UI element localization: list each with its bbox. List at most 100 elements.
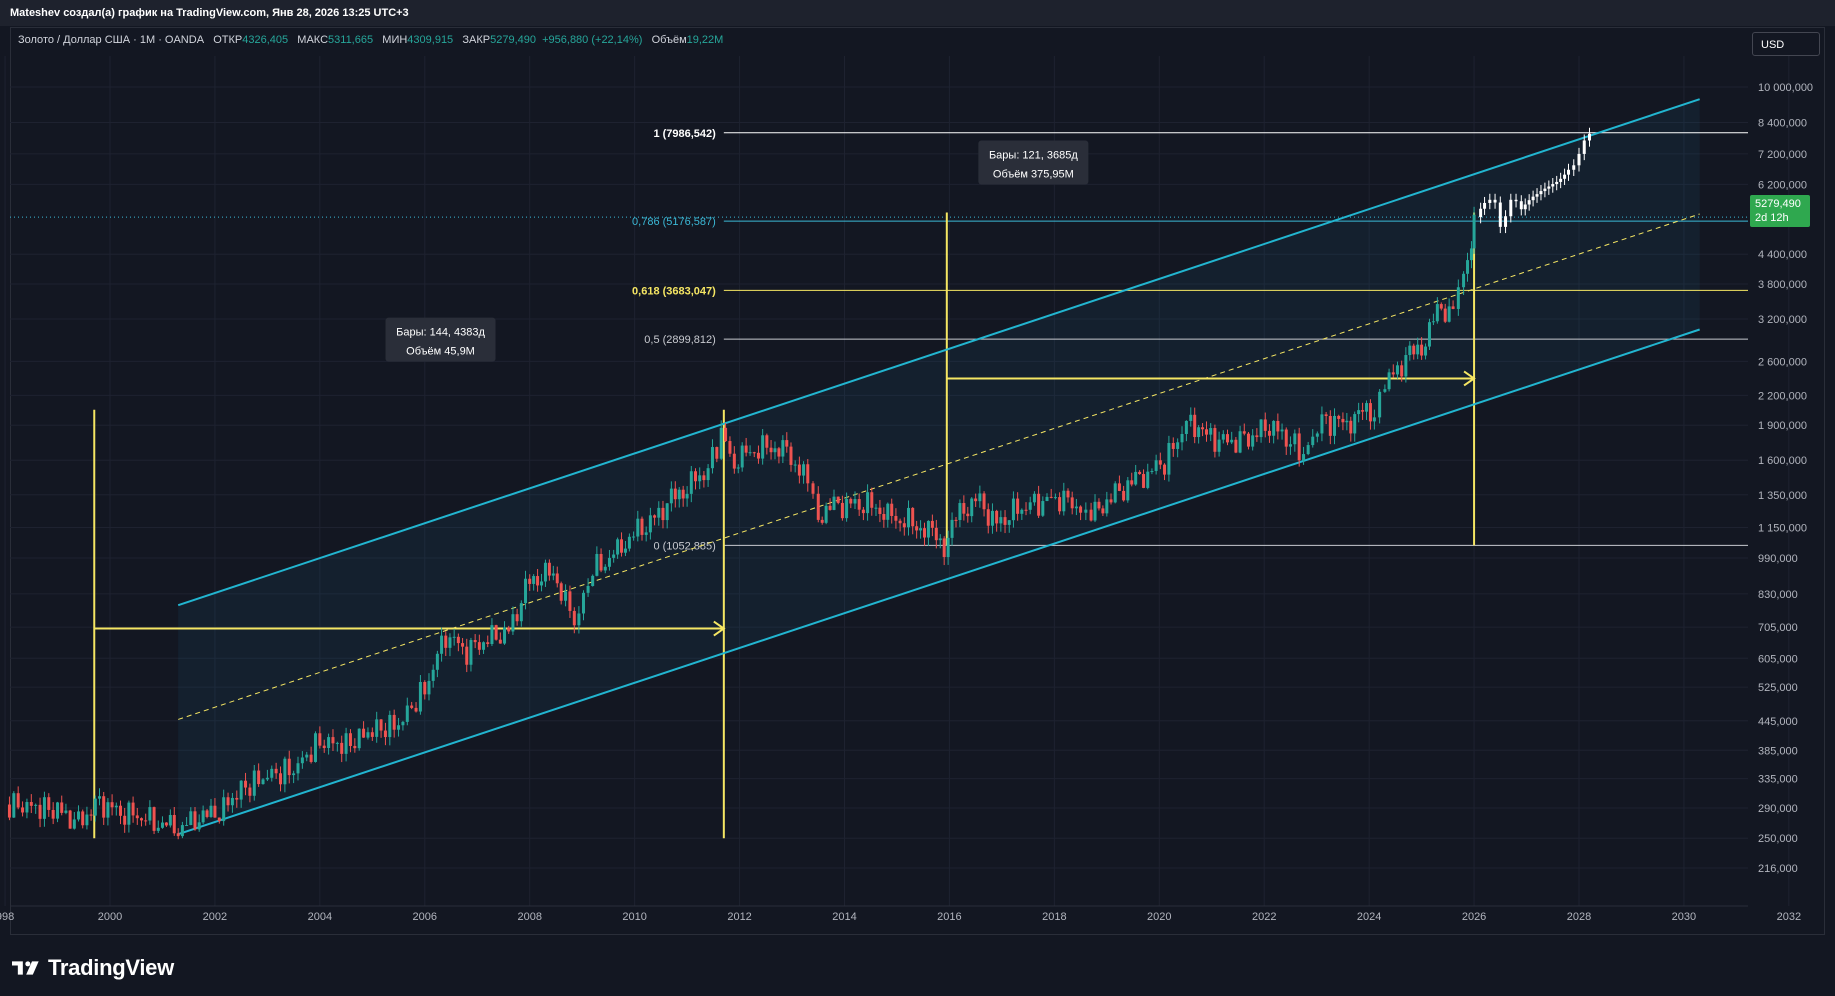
price-axis-label: 2 600,000 (1758, 356, 1807, 368)
candle-body (1113, 483, 1117, 503)
time-axis-label: 2032 (1777, 911, 1801, 923)
candle-body (410, 705, 414, 708)
candle-body (698, 475, 702, 482)
candle-body (926, 520, 930, 538)
price-axis-label: 7 200,000 (1758, 149, 1807, 161)
candle-body (64, 810, 68, 813)
price-axis-label: 705,000 (1758, 622, 1798, 634)
candle-body (42, 797, 46, 819)
candle-body (335, 742, 339, 744)
candle-body (1117, 483, 1121, 491)
candle-body (283, 758, 287, 785)
time-axis-label: 2010 (622, 911, 646, 923)
symbol-name[interactable]: Золото / Доллар США · 1M · OANDA (18, 34, 205, 46)
candle-body (1272, 420, 1276, 436)
candle-body (1163, 464, 1167, 475)
measure-tooltips: Бары: 144, 4383д Объём 45,9M Бары: 121, 36… (385, 140, 1089, 362)
candle-body (34, 804, 38, 806)
symbol-legend: Золото / Доллар США · 1M · OANDA ОТКР432… (18, 34, 723, 46)
channel-lower-line (177, 328, 1700, 836)
tradingview-logo[interactable]: TradingView (12, 955, 174, 981)
candle-body (448, 637, 452, 648)
candle-body (902, 523, 906, 528)
candle-body (990, 510, 994, 526)
candle-body (736, 467, 740, 469)
candle-body (127, 802, 131, 825)
candle-body (477, 642, 481, 650)
candle-body (756, 452, 760, 459)
candle-body (1324, 414, 1328, 416)
time-axis-label: 2002 (203, 911, 227, 923)
candle-body (209, 805, 213, 817)
candle-body (327, 737, 331, 749)
measure-tooltip-box (385, 317, 496, 362)
candle-body (197, 822, 201, 830)
candle-body (882, 513, 886, 520)
candle-body (1049, 496, 1053, 498)
candle-body (98, 796, 102, 799)
candle-body (1424, 346, 1428, 356)
candle-body (201, 810, 205, 823)
candle-body (300, 757, 304, 764)
candle-body (1451, 306, 1455, 309)
candle-body (1126, 480, 1130, 501)
candle-body (923, 528, 927, 538)
candle-body (616, 539, 620, 555)
candle-body (135, 815, 139, 819)
candle-body (362, 728, 366, 738)
candle-body (898, 520, 902, 524)
candle-body (123, 815, 127, 825)
candle-body (1122, 490, 1126, 501)
candle-body (348, 733, 352, 746)
measure-bars-text: Бары: 144, 4383д (396, 327, 485, 339)
candle-body (270, 768, 274, 778)
candle-body (744, 445, 748, 453)
candle-body (1288, 444, 1292, 447)
candle-body (322, 745, 326, 749)
candle-body (911, 507, 915, 527)
candle-body (279, 773, 283, 785)
candle-body (861, 509, 865, 514)
price-chart[interactable]: 1 (7986,542) 0,786 (5176,587) 0,618 (3683,… (0, 0, 1835, 935)
candle-body (1230, 439, 1234, 443)
candle-body (995, 510, 999, 524)
footer (0, 935, 1835, 996)
candle-body (405, 705, 409, 722)
candle-body (870, 492, 874, 508)
chart-frame[interactable] (10, 27, 1825, 935)
candle-body (265, 777, 269, 780)
time-axis-label: 2018 (1042, 911, 1066, 923)
candle-body (230, 797, 234, 806)
channel-median-line (178, 213, 1700, 720)
candle-body (60, 802, 64, 813)
candle-body (1213, 428, 1217, 452)
candle-body (591, 575, 595, 586)
candle-body (853, 499, 857, 504)
candle-body (1267, 430, 1271, 436)
candle-body (353, 745, 357, 749)
candle-body (160, 822, 164, 828)
candle-body (982, 493, 986, 510)
candle-body (139, 818, 143, 821)
candle-body (1225, 434, 1229, 443)
candle-body (440, 635, 444, 654)
candle-body (978, 493, 982, 502)
candle-body (1020, 509, 1024, 514)
projection-bar (1572, 165, 1576, 170)
candle-body (1469, 248, 1473, 261)
candle-body (986, 509, 990, 526)
candle-body (7, 804, 11, 818)
price-axis-label: 3 200,000 (1758, 314, 1807, 326)
candle-body (1284, 429, 1288, 447)
candle-body (1246, 433, 1250, 447)
candle-body (702, 475, 706, 481)
currency-button[interactable]: USD (1752, 32, 1820, 56)
candle-body (1130, 480, 1134, 485)
candle-body (950, 519, 954, 538)
measure-volume-text: Объём 375,95M (993, 169, 1074, 181)
candle-body (710, 447, 714, 469)
candle-body (706, 468, 710, 481)
candle-body (81, 811, 85, 826)
candle-body (551, 573, 555, 576)
price-axis-label: 1 150,000 (1758, 522, 1807, 534)
